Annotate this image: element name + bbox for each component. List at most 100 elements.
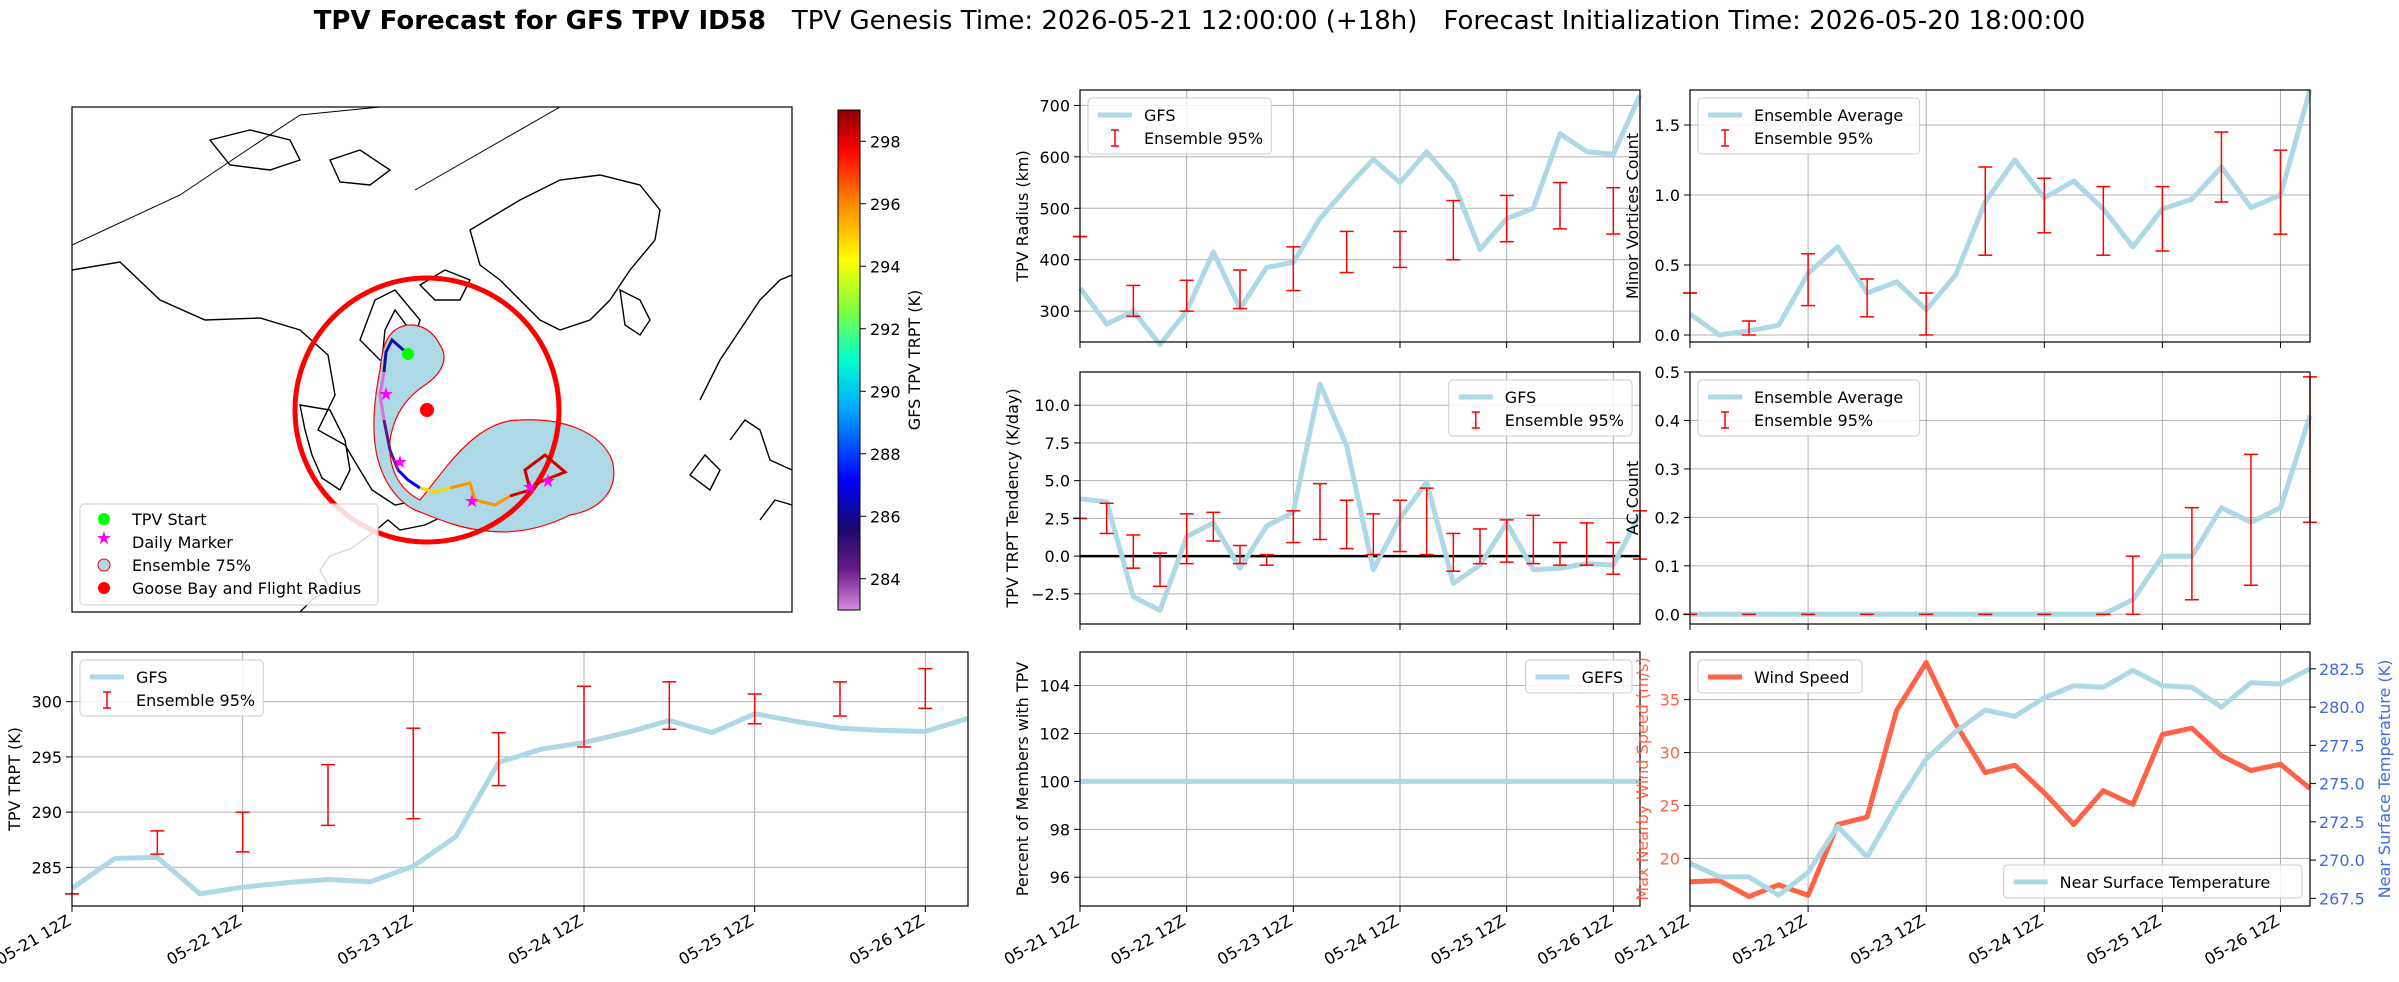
legend-label: Ensemble 95% <box>1754 411 1873 430</box>
legend-label: Ensemble 95% <box>1754 129 1873 148</box>
x-tick-label: 05-25 12Z <box>1427 911 1508 969</box>
error-bar <box>2155 185 2170 252</box>
error-bar <box>2243 453 2258 586</box>
error-bar <box>1419 487 1434 556</box>
y-axis-label: Minor Vortices Count <box>1623 133 1642 299</box>
error-bar <box>1526 514 1541 565</box>
error-bar <box>1473 528 1487 565</box>
legend-label: Ensemble 95% <box>136 691 255 710</box>
series-line <box>1688 89 2313 338</box>
y-tick-label: 300 <box>31 693 62 712</box>
error-bar <box>1233 544 1247 565</box>
x-tick-label: 05-26 12Z <box>846 911 927 969</box>
y-axis-label: TPV Radius (km) <box>1013 150 1032 283</box>
legend-label: Ensemble 95% <box>1505 411 1624 430</box>
map-legend-item: Ensemble 75% <box>132 556 251 575</box>
legend-label: Near Surface Temperature <box>2060 873 2271 892</box>
error-bar <box>1606 541 1621 575</box>
tpv-track <box>378 337 568 507</box>
chart-trpt: 285 290 295 300 TPV TRPT (K) 05-21 12Z 05-22 1… <box>0 651 969 969</box>
x-tick-label: 05-23 12Z <box>1214 911 1295 969</box>
chart-minor: 0.0 0.5 1.0 1.5 Minor Vortices Count Ensemble… <box>1623 89 2313 348</box>
chart-radius: 300 400 500 600 700 TPV Radius (km) GFS Ensembl… <box>1013 89 1643 348</box>
y-tick-label: 5.0 <box>1045 472 1070 491</box>
error-bar <box>1553 181 1567 230</box>
error-bar <box>1553 541 1567 566</box>
series-line <box>1077 94 1643 348</box>
chart-legend: Ensemble Average Ensemble 95% <box>1697 379 1921 437</box>
colorbar-tick-label: 288 <box>870 445 901 464</box>
y-tick-label: 0.5 <box>1655 363 1680 382</box>
x-tick-label: 05-25 12Z <box>675 911 756 969</box>
plot-frame <box>1689 651 2311 907</box>
x-tick-label: 05-26 12Z <box>2201 911 2282 969</box>
error-bar <box>1366 513 1381 556</box>
tpv-start-marker <box>402 348 414 360</box>
legend-frame <box>1525 659 1633 694</box>
x-tick-label: 05-22 12Z <box>1729 911 1810 969</box>
series-line <box>70 711 969 897</box>
colorbar-tick-label: 292 <box>870 320 901 339</box>
y-tick-label-right: 280.0 <box>2319 698 2365 717</box>
x-tick-label: 05-24 12Z <box>505 911 586 969</box>
title-main: TPV Forecast for GFS TPV ID58 <box>313 6 766 36</box>
y-tick-label: 100 <box>1039 772 1070 791</box>
chart-wind: 20 25 30 35 Max Nearby Wind Speed (m/s) 267.5… <box>1611 651 2394 969</box>
error-bar <box>1499 519 1514 563</box>
legend-frame <box>1697 659 1863 694</box>
y-tick-label: 700 <box>1039 96 1070 115</box>
colorbar-tick-label: 298 <box>870 132 901 151</box>
chart-legend: GEFS <box>1525 659 1633 694</box>
legend-frame <box>2003 864 2303 899</box>
y-tick-label: 0.1 <box>1655 557 1680 576</box>
y-tick-label-right: 275.0 <box>2319 775 2365 794</box>
error-bar <box>491 731 506 787</box>
error-bar <box>577 685 591 748</box>
error-bar <box>235 811 250 853</box>
error-bar <box>1801 253 1816 307</box>
plot-frame <box>1689 89 2311 343</box>
error-bar <box>747 693 762 725</box>
flight-radius-circle <box>292 275 562 545</box>
error-bar <box>1339 499 1354 550</box>
series-line <box>1690 414 2313 617</box>
y-tick-label: 10.0 <box>1034 396 1070 415</box>
y-tick-label: 102 <box>1039 724 1070 743</box>
error-bar <box>1153 552 1167 588</box>
chart-legend: GFS Ensemble 95% <box>1087 97 1272 155</box>
error-bar <box>1499 194 1514 243</box>
series-line <box>1079 381 1643 613</box>
y-tick-label: 0.4 <box>1655 411 1680 430</box>
y-tick-label: 0.0 <box>1045 547 1070 566</box>
legend-frame <box>1697 97 1921 155</box>
chart-legend: Ensemble Average Ensemble 95% <box>1697 97 1921 155</box>
legend-label: GFS <box>1144 106 1175 125</box>
y-tick-label: 96 <box>1050 868 1070 887</box>
y-axis-label: TPV TRPT Tendency (K/day) <box>1003 388 1022 608</box>
plot-frame <box>1689 371 2311 625</box>
error-bar <box>2125 555 2140 616</box>
x-tick-label: 05-25 12Z <box>2083 911 2164 969</box>
chart-tendency: −2.5 0.0 2.5 5.0 7.5 10.0 TPV TRPT Tendency (K… <box>1003 371 1647 630</box>
y-tick-label: 35 <box>1660 691 1680 710</box>
error-bar <box>1606 186 1621 235</box>
error-bar <box>321 763 335 827</box>
y-tick-label: 7.5 <box>1045 434 1070 453</box>
legend-frame <box>1448 379 1633 437</box>
error-bar <box>1179 279 1194 312</box>
legend-label: Wind Speed <box>1754 668 1849 687</box>
x-tick-label: 05-23 12Z <box>1847 911 1928 969</box>
legend-frame <box>1697 379 1921 437</box>
x-tick-label: 05-21 12Z <box>1611 911 1692 969</box>
legend-label: GFS <box>1505 388 1536 407</box>
x-tick-label: 05-21 12Z <box>1001 911 1082 969</box>
map-legend-item: Goose Bay and Flight Radius <box>132 579 361 598</box>
chart-legend: GFS Ensemble 95% <box>1448 379 1633 437</box>
error-bar <box>1919 292 1934 336</box>
y-tick-label-right: 272.5 <box>2319 813 2365 832</box>
x-tick-label: 05-26 12Z <box>1534 911 1615 969</box>
colorbar: 284 286 288 290 292 294 296 298 GFS TPV TRPT (K… <box>837 109 924 611</box>
y-tick-label: 104 <box>1039 677 1070 696</box>
y-tick-label: 295 <box>31 748 62 767</box>
